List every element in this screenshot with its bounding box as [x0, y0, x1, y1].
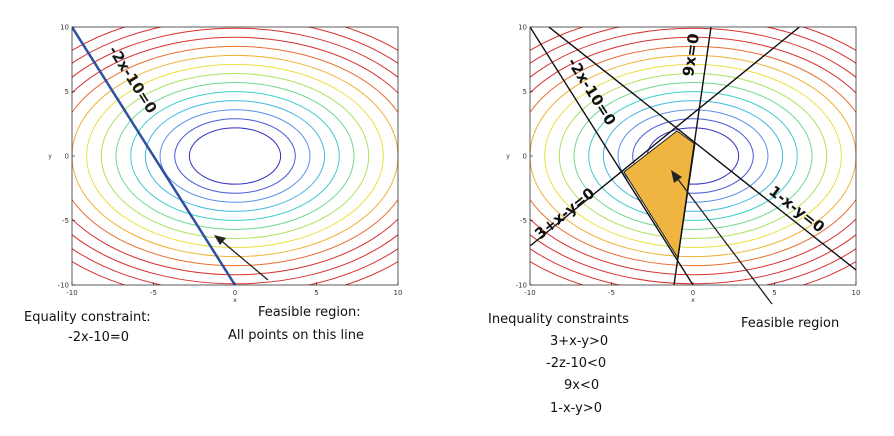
left-xtick-label: 10 — [394, 289, 403, 297]
left-contour — [159, 109, 311, 203]
left-contour — [72, 27, 398, 285]
right-contour — [558, 72, 828, 240]
right-ytick-label: -5 — [520, 217, 527, 225]
right-contour — [544, 63, 842, 249]
right-caption-line-4: 9x<0 — [564, 378, 599, 393]
left-annotation-line-2: All points on this line — [228, 328, 364, 343]
left-contour — [72, 36, 398, 276]
left-contour — [130, 91, 340, 221]
right-annotation-arrow — [671, 170, 773, 305]
right-contour — [530, 45, 856, 267]
right-contour — [530, 54, 856, 258]
left-contour — [144, 100, 326, 212]
right-contours — [530, 27, 856, 285]
right-xtick-label: 0 — [691, 289, 695, 297]
left-contour — [72, 27, 398, 285]
left-xtick-label: 5 — [314, 289, 318, 297]
feasible-region — [623, 130, 696, 260]
left-xtick-label: -10 — [66, 289, 77, 297]
left-xtick-label: -5 — [150, 289, 157, 297]
left-ytick-label: 10 — [60, 24, 69, 32]
right-xtick-label: 5 — [772, 289, 776, 297]
left-xlabel: x — [233, 297, 237, 304]
left-ticks: -10 -5 0 5 10 10 5 0 -5 -10 x y — [48, 24, 402, 305]
right-xtick-label: 10 — [852, 289, 861, 297]
left-ytick-label: 0 — [65, 153, 69, 161]
left-contour — [174, 118, 296, 194]
right-constraint-lines — [530, 27, 856, 285]
left-contour — [86, 63, 384, 249]
right-line-label-2: 9x=0 — [679, 32, 703, 77]
right-ytick-label: 5 — [523, 88, 527, 96]
left-annotation-line-1: Feasible region: — [258, 305, 361, 320]
right-contour — [632, 118, 754, 194]
right-contour — [573, 82, 813, 230]
line-1-x-y — [547, 27, 856, 271]
right-ytick-label: -10 — [516, 282, 527, 290]
left-caption-line-1: Equality constraint: — [24, 310, 151, 325]
right-caption-line-5: 1-x-y>0 — [550, 401, 602, 416]
right-caption-line-1: Inequality constraints — [488, 312, 629, 327]
line-3+x-y — [530, 27, 801, 247]
right-contour — [530, 36, 856, 276]
left-contours — [72, 27, 398, 285]
left-ylabel: y — [48, 153, 52, 160]
right-caption-line-3: -2z-10<0 — [546, 356, 606, 371]
right-annotation: Feasible region — [741, 316, 839, 331]
right-ylabel: y — [506, 153, 510, 160]
right-ticks: -10 -5 0 5 10 10 5 0 -5 -10 x y — [506, 24, 860, 305]
right-contour — [617, 109, 769, 203]
line-neg2x-10 — [530, 27, 694, 285]
left-xtick-label: 0 — [233, 289, 237, 297]
right-xtick-label: -5 — [608, 289, 615, 297]
right-ytick-label: 10 — [518, 24, 527, 32]
left-contour — [72, 54, 398, 258]
left-caption-line-2: -2x-10=0 — [68, 330, 129, 345]
right-xtick-label: -10 — [524, 289, 535, 297]
left-contour — [188, 127, 282, 185]
left-annotation-arrow — [214, 235, 269, 281]
left-ytick-label: -10 — [58, 282, 69, 290]
line-9x — [673, 27, 712, 285]
left-contour — [100, 72, 370, 240]
left-ytick-label: -5 — [62, 217, 69, 225]
left-contour — [115, 82, 355, 230]
right-ytick-label: 0 — [523, 153, 527, 161]
right-contour — [588, 91, 798, 221]
left-contour — [72, 45, 398, 267]
right-xlabel: x — [691, 297, 695, 304]
left-equality-line — [72, 27, 237, 285]
right-caption-line-2: 3+x-y>0 — [550, 334, 608, 349]
left-ytick-label: 5 — [65, 88, 69, 96]
right-contour — [602, 100, 784, 212]
